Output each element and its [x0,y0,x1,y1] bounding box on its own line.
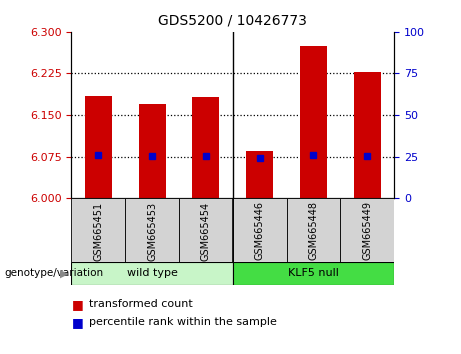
Text: ■: ■ [71,316,83,329]
Text: percentile rank within the sample: percentile rank within the sample [89,317,277,327]
Bar [179,198,233,262]
Bar [125,198,179,262]
Bar [246,151,273,198]
Bar [300,46,327,198]
Text: GSM665449: GSM665449 [362,201,372,261]
Text: GSM665446: GSM665446 [254,201,265,261]
Text: transformed count: transformed count [89,299,193,309]
Bar [85,96,112,198]
Bar [71,198,125,262]
Bar [354,72,381,198]
Text: GSM665454: GSM665454 [201,201,211,261]
Text: genotype/variation: genotype/variation [5,268,104,279]
Bar [139,104,165,198]
Text: GSM665448: GSM665448 [308,201,319,261]
Text: ■: ■ [71,298,83,311]
Bar [193,97,219,198]
Text: GSM665451: GSM665451 [93,201,103,261]
Bar [340,198,394,262]
Text: GSM665453: GSM665453 [147,201,157,261]
Text: KLF5 null: KLF5 null [288,268,339,279]
Bar [233,262,394,285]
Bar [71,262,233,285]
Text: wild type: wild type [127,268,177,279]
Bar [233,198,287,262]
Title: GDS5200 / 10426773: GDS5200 / 10426773 [159,14,307,28]
Bar [287,198,340,262]
Text: ▶: ▶ [60,268,68,279]
